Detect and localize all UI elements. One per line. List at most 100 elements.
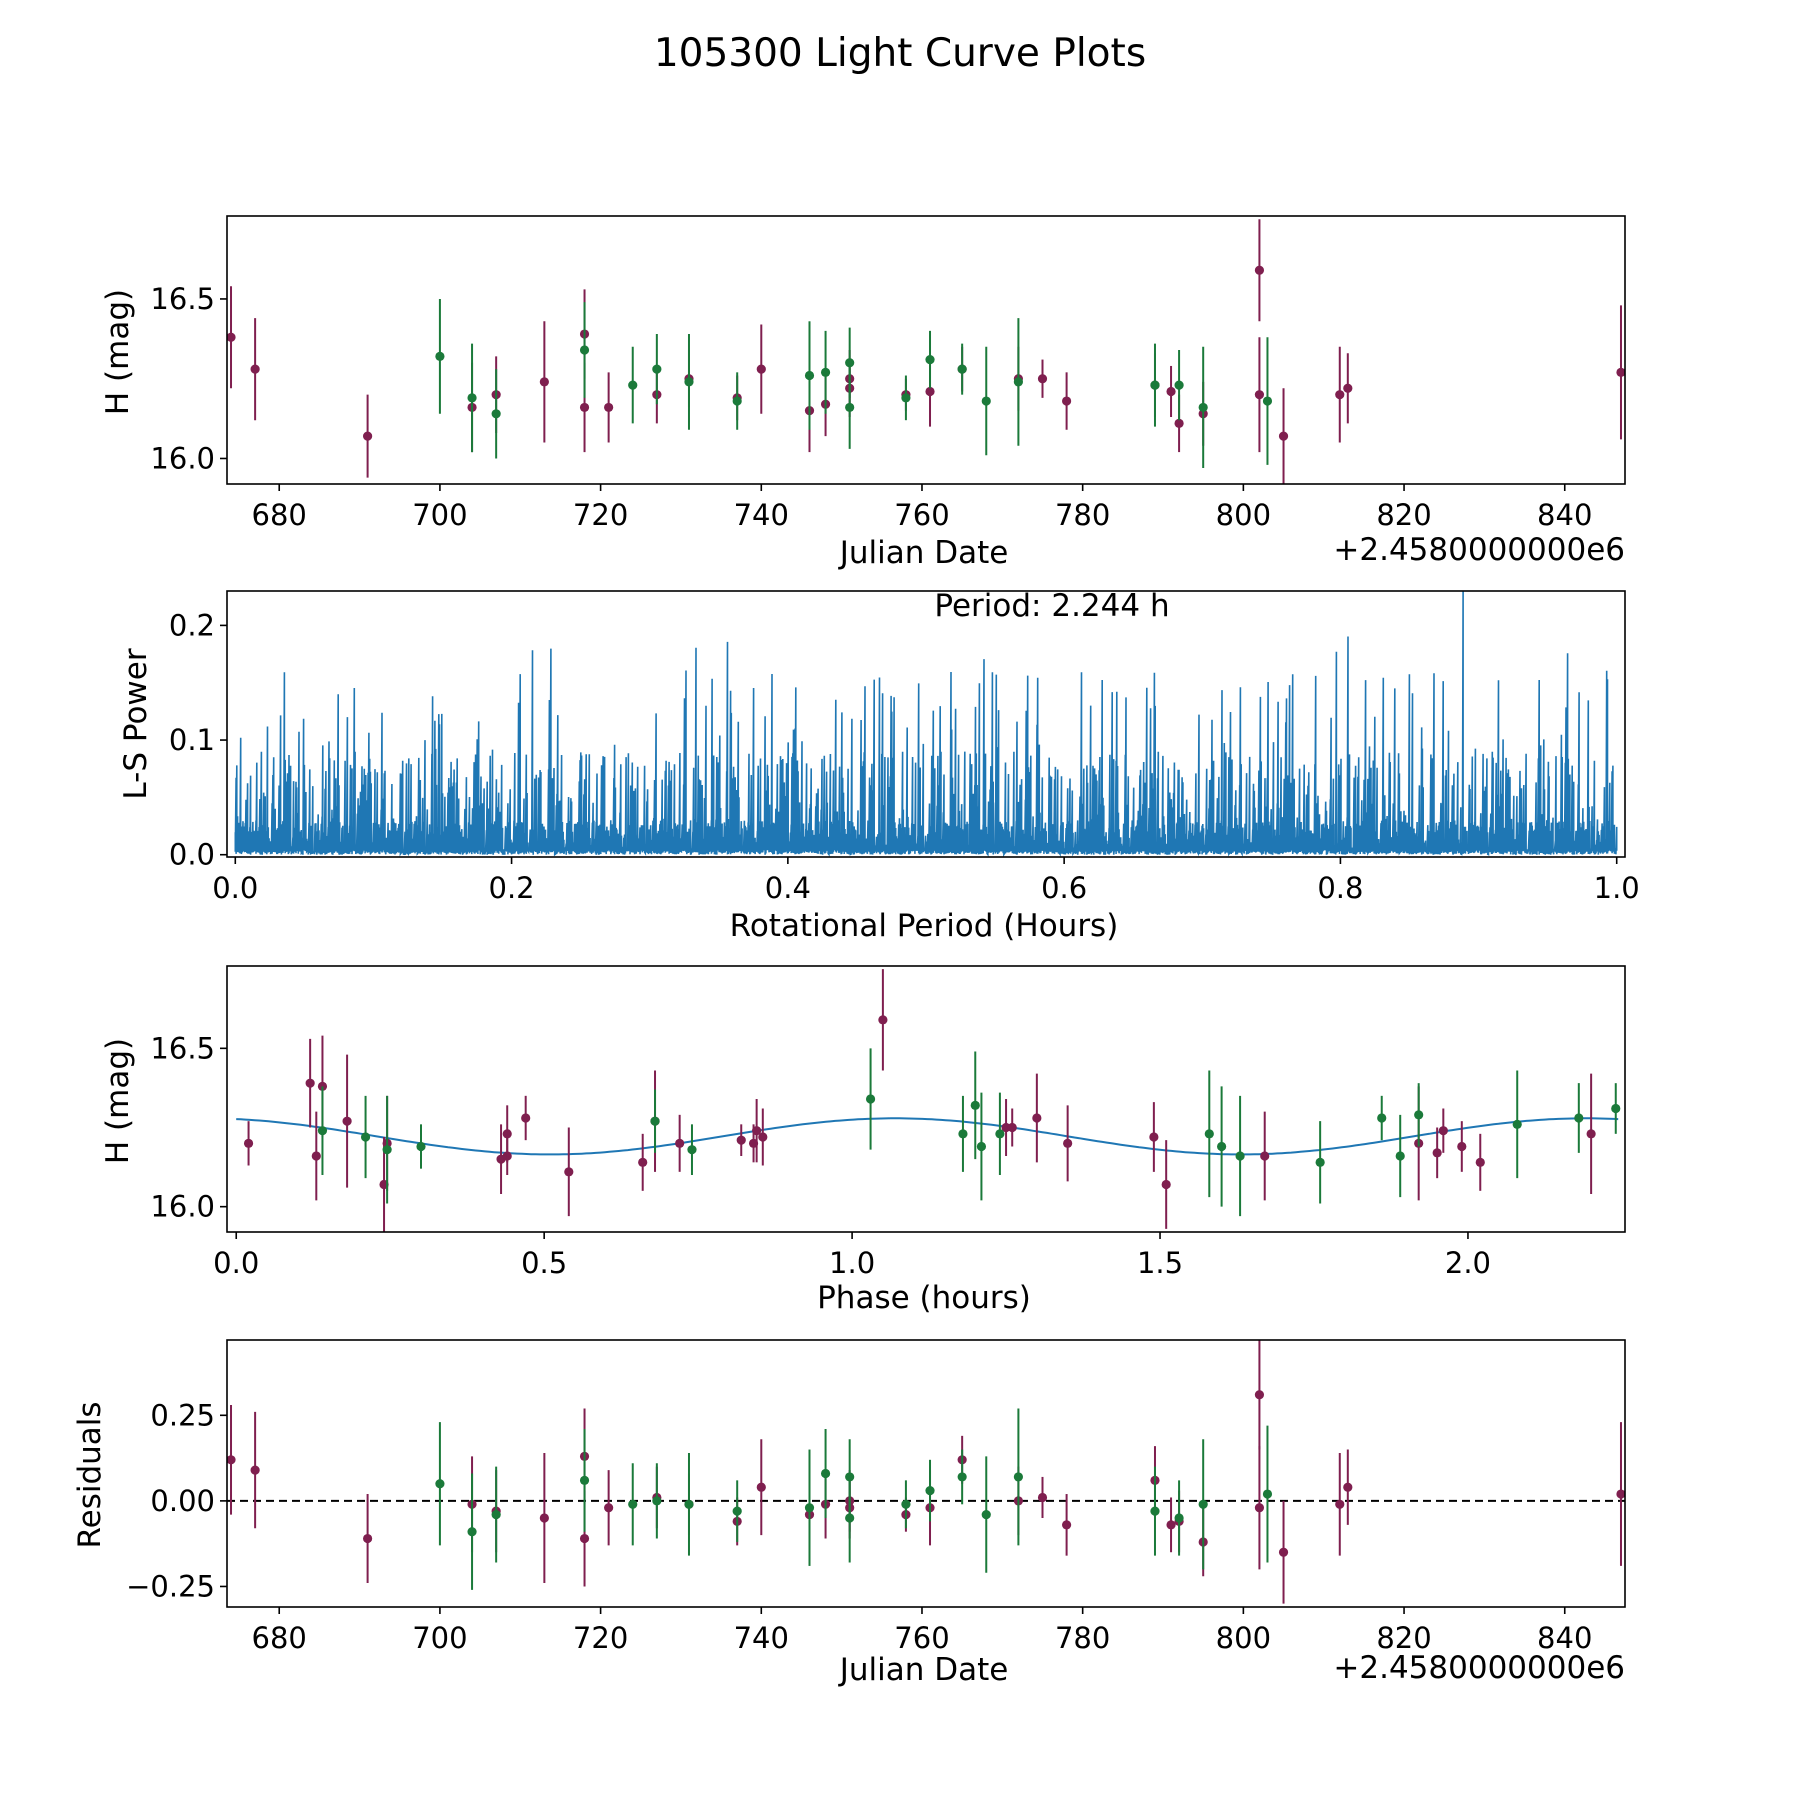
phasefold-panel: Phase (hours) H (mag) 0.0 0.5 1.0 1.5 2.0 16.… (100, 965, 1626, 1316)
lightcurve-xtick-label: 760 (894, 498, 949, 532)
phasefold-plot-area (236, 969, 1621, 1232)
phasefold-data-point (1512, 1119, 1522, 1129)
lightcurve-xlabel: Julian Date (838, 535, 1009, 571)
phasefold-data-point (1315, 1157, 1325, 1167)
residuals-data-point (981, 1509, 991, 1520)
periodogram-axes-frame (226, 590, 1626, 858)
lightcurve-data-point (1616, 367, 1625, 377)
residuals-ytick-label: 0.00 (150, 1484, 215, 1518)
lightcurve-data-point (901, 393, 911, 403)
phasefold-data-point (1438, 1126, 1448, 1136)
phasefold-data-point (1063, 1138, 1073, 1148)
phasefold-xtick-label: 0.0 (213, 1246, 259, 1280)
period-annotation: Period: 2.244 h (934, 588, 1169, 624)
residuals-axes-frame (226, 1339, 1626, 1608)
residuals-ytick-label: 0.25 (150, 1398, 215, 1432)
phasefold-ytick-label: 16.0 (150, 1190, 215, 1224)
lightcurve-data-point (1166, 386, 1176, 397)
phasefold-data-point (1204, 1129, 1214, 1139)
residuals-data-point (845, 1513, 855, 1523)
lightcurve-data-point (579, 345, 590, 355)
residuals-data-point (1174, 1513, 1184, 1523)
lightcurve-data-point (579, 402, 590, 413)
lightcurve-data-point (1198, 402, 1208, 413)
phasefold-data-point (1414, 1110, 1424, 1120)
residuals-ylabel: Residuals (72, 1401, 108, 1548)
periodogram-ytick-label: 0.2 (169, 608, 215, 642)
residuals-data-point (652, 1496, 662, 1506)
periodogram-power-line (234, 591, 1618, 857)
lightcurve-data-point (1174, 418, 1184, 428)
lightcurve-plot-area (227, 219, 1625, 484)
residuals-xtick-label: 700 (412, 1621, 467, 1655)
residuals-data-point (628, 1499, 638, 1509)
phasefold-data-point (675, 1138, 685, 1148)
phasefold-xtick-label: 0.5 (521, 1246, 567, 1280)
residuals-data-point (1037, 1492, 1048, 1503)
periodogram-xtick-label: 0.6 (1041, 871, 1087, 905)
phasefold-data-point (758, 1132, 768, 1142)
residuals-data-point (1278, 1547, 1289, 1557)
residuals-data-point (250, 1465, 260, 1475)
residuals-data-point (957, 1472, 967, 1482)
periodogram-xtick-label: 0.4 (765, 871, 811, 905)
lightcurve-xtick-label: 740 (734, 498, 789, 532)
periodogram-xtick-label: 0.2 (489, 871, 535, 905)
lightcurve-data-point (845, 402, 855, 413)
residuals-data-point (1150, 1506, 1160, 1516)
phasefold-xlabel: Phase (hours) (817, 1280, 1031, 1316)
phasefold-data-point (1574, 1113, 1584, 1123)
phasefold-data-point (502, 1129, 512, 1139)
lightcurve-data-point (1343, 383, 1353, 393)
residuals-data-point (579, 1533, 590, 1544)
lightcurve-data-point (1150, 380, 1160, 390)
residuals-data-point (604, 1503, 614, 1513)
residuals-data-point (539, 1513, 549, 1523)
lightcurve-data-point (1174, 380, 1184, 390)
phasefold-data-point (976, 1141, 987, 1152)
residuals-data-point (435, 1479, 445, 1489)
phasefold-data-point (243, 1138, 254, 1148)
residuals-plot-area (227, 1340, 1625, 1604)
periodogram-xlabel: Rotational Period (Hours) (730, 908, 1119, 944)
phasefold-data-point (1432, 1148, 1442, 1158)
residuals-data-point (1262, 1489, 1273, 1499)
phasefold-data-point (1475, 1157, 1485, 1167)
phasefold-data-point (416, 1141, 426, 1152)
phasefold-data-point (736, 1135, 746, 1145)
phasefold-data-point (360, 1132, 371, 1142)
residuals-data-point (363, 1533, 373, 1544)
lightcurve-data-point (1254, 265, 1265, 275)
lightcurve-xtick-label: 840 (1537, 498, 1592, 532)
phasefold-data-point (1457, 1141, 1467, 1152)
phasefold-data-point (1007, 1122, 1017, 1133)
lightcurve-data-point (957, 364, 967, 374)
phasefold-data-point (687, 1145, 697, 1155)
lightcurve-data-point (845, 358, 855, 368)
lightcurve-data-point (1254, 390, 1265, 400)
phasefold-data-point (650, 1116, 660, 1126)
lightcurve-data-point (628, 380, 638, 390)
periodogram-ytick-label: 0.0 (169, 838, 215, 872)
residuals-xlabel: Julian Date (838, 1652, 1009, 1688)
lightcurve-data-point (467, 393, 477, 403)
residuals-data-point (925, 1486, 935, 1496)
phasefold-xtick-label: 1.0 (829, 1246, 875, 1280)
phasefold-data-point (752, 1126, 762, 1136)
lightcurve-data-point (925, 386, 935, 397)
lightcurve-data-point (820, 367, 831, 377)
residuals-data-point (901, 1499, 911, 1509)
periodogram-panel: Rotational Period (Hours) L-S Power Peri… (118, 588, 1640, 944)
residuals-xtick-label: 820 (1376, 1621, 1431, 1655)
phasefold-axes-frame (226, 965, 1626, 1233)
lightcurve-data-point (1335, 390, 1345, 400)
phasefold-data-point (305, 1078, 315, 1088)
residuals-data-point (1254, 1390, 1265, 1400)
lightcurve-data-point (684, 377, 694, 387)
phasefold-data-point (521, 1113, 531, 1123)
periodogram-xtick-label: 0.0 (212, 871, 258, 905)
lightcurve-xtick-label: 820 (1376, 498, 1431, 532)
residuals-xtick-label: 720 (573, 1621, 628, 1655)
lightcurve-ytick-label: 16.0 (150, 441, 215, 475)
